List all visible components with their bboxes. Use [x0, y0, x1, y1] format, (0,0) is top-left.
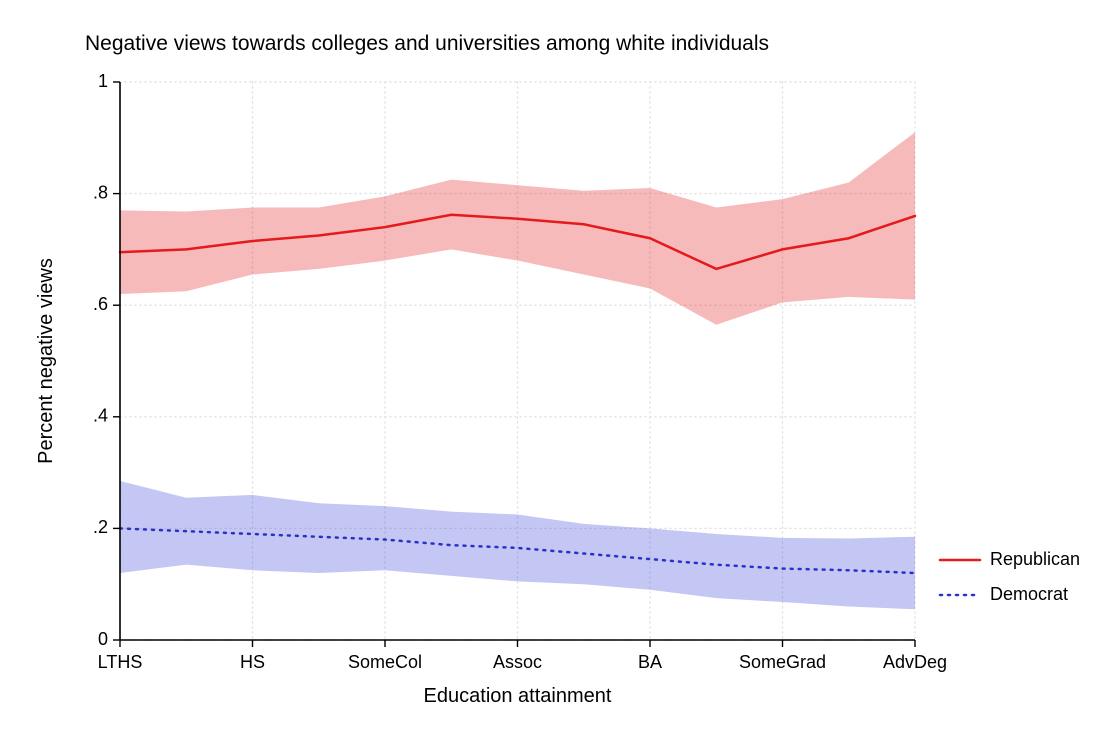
x-tick-label: AdvDeg — [883, 652, 947, 672]
x-tick-label: HS — [240, 652, 265, 672]
y-tick-label: .4 — [93, 406, 108, 426]
y-axis-title: Percent negative views — [35, 258, 57, 464]
x-tick-label: SomeCol — [348, 652, 422, 672]
y-tick-label: .6 — [93, 294, 108, 314]
x-tick-label: LTHS — [98, 652, 143, 672]
chart-svg: 0 .2 .4 .6 .8 1 LTHS HS SomeCol Assoc BA SomeGrad Ad… — [0, 0, 1107, 738]
y-tick-label: 1 — [98, 71, 108, 91]
x-axis-title: Education attainment — [424, 685, 612, 707]
y-tick-label: 0 — [98, 629, 108, 649]
y-tick-label: .8 — [93, 182, 108, 202]
y-tick-label: .2 — [93, 517, 108, 537]
chart-title: Negative views towards colleges and univ… — [85, 32, 769, 55]
x-tick-label: Assoc — [493, 652, 542, 672]
legend-label-republican: Republican — [990, 549, 1080, 569]
legend-label-democrat: Democrat — [990, 584, 1068, 604]
x-tick-label: SomeGrad — [739, 652, 826, 672]
x-tick-label: BA — [638, 652, 662, 672]
chart-container: 0 .2 .4 .6 .8 1 LTHS HS SomeCol Assoc BA SomeGrad Ad… — [0, 0, 1107, 738]
